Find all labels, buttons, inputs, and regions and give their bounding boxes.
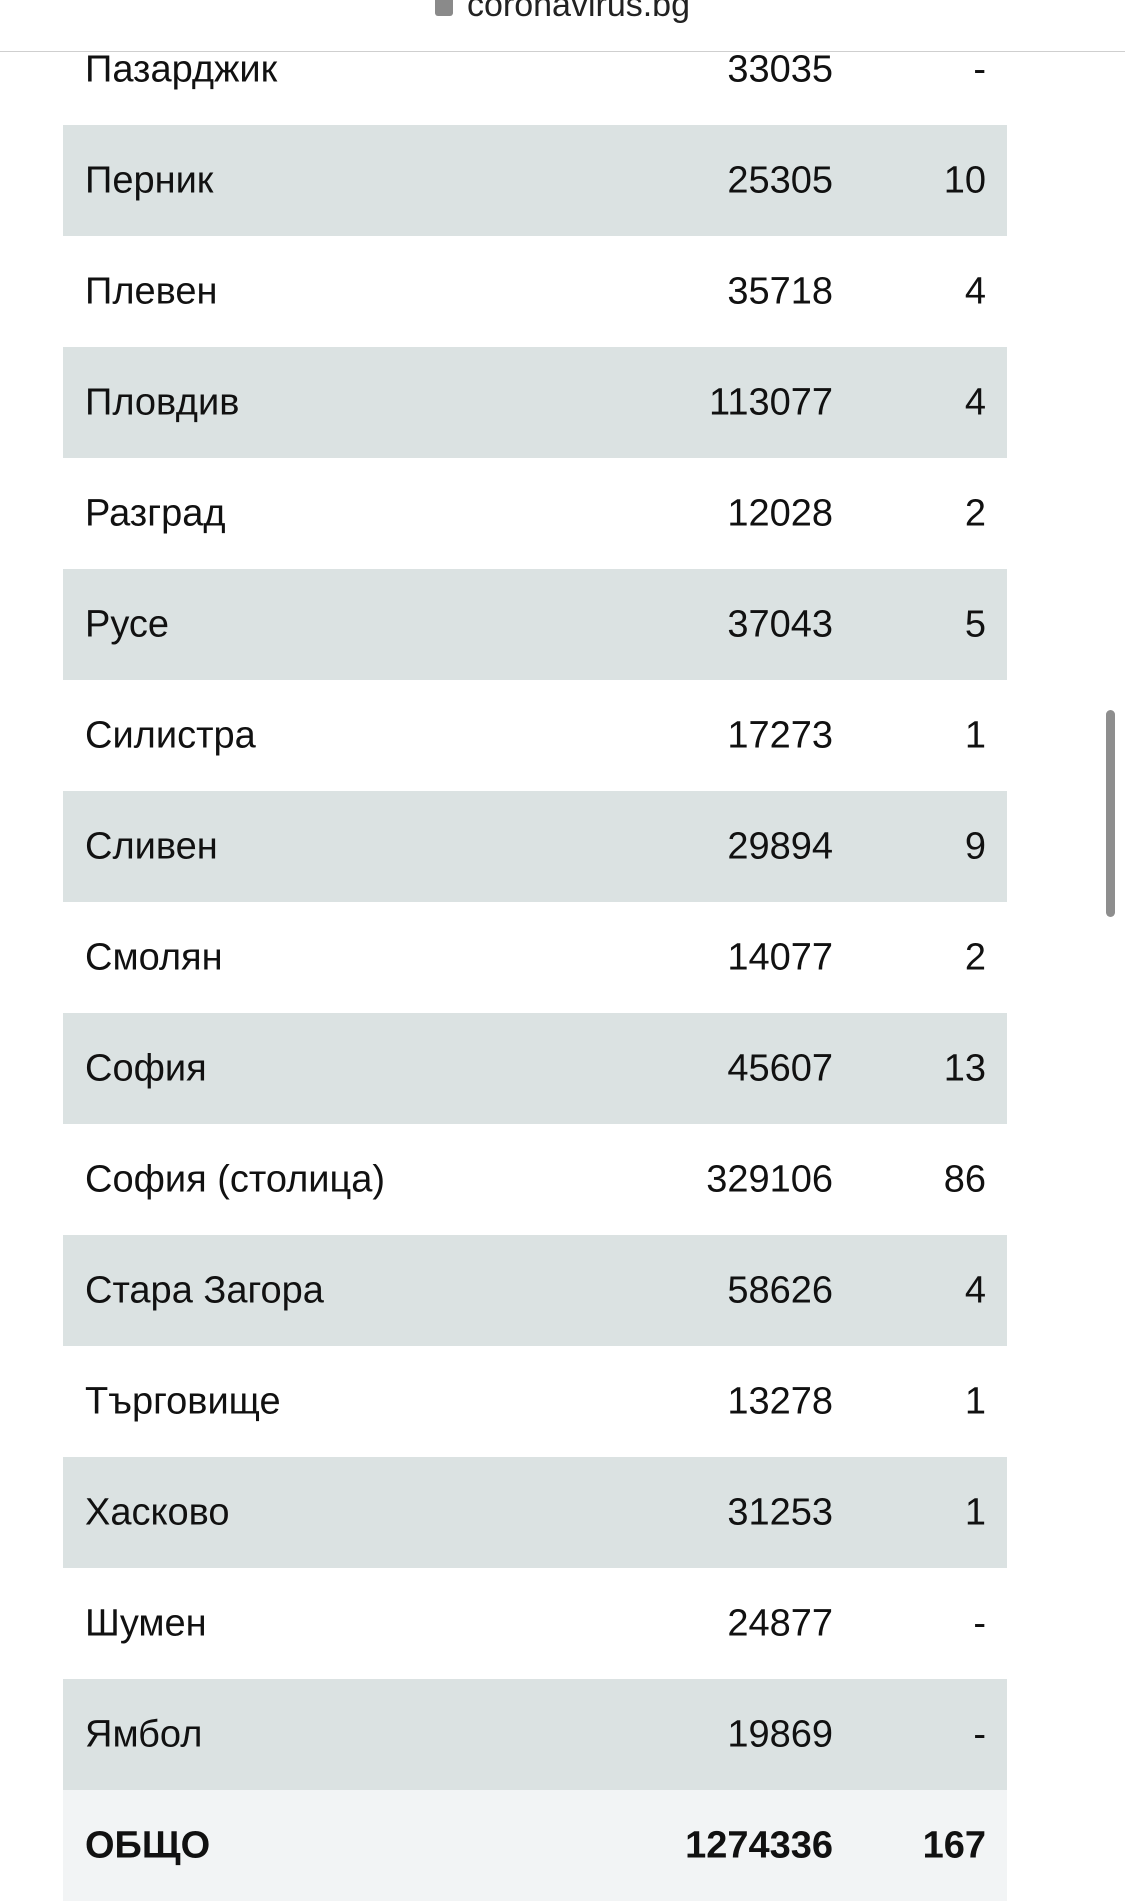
region: Плевен [85, 270, 218, 312]
deaths: 2 [964, 492, 986, 534]
cases: 37043 [727, 603, 833, 645]
region: Русе [85, 603, 170, 645]
deaths: 4 [964, 1269, 986, 1311]
region: Пловдив [85, 381, 240, 423]
deaths: 1 [964, 1491, 986, 1533]
cases: 31253 [727, 1491, 833, 1533]
table-row: Перник 25305 10 [63, 125, 1007, 236]
region: София (столица) [85, 1158, 386, 1200]
cases: 14077 [727, 936, 833, 978]
table-row: Разград 12028 2 [63, 458, 1007, 569]
address-bar[interactable]: coronavirus.bg [0, 0, 1125, 52]
lock-icon [434, 0, 453, 16]
region: Хасково [85, 1491, 230, 1533]
cases: 12028 [727, 492, 833, 534]
deaths: - [973, 1713, 986, 1755]
region: Перник [85, 159, 214, 201]
region: Ямбол [85, 1713, 203, 1755]
cases: 329106 [706, 1158, 833, 1200]
table-row: Ямбол 19869 - [63, 1679, 1007, 1790]
table-row: ОБЩО 1274336 167 [63, 1790, 1007, 1901]
table-row: Русе 37043 5 [63, 569, 1007, 680]
url: coronavirus.bg [0, 0, 1125, 25]
deaths: 86 [943, 1158, 986, 1200]
region: Стара Загора [85, 1269, 324, 1311]
table-row: Пловдив 113077 4 [63, 347, 1007, 458]
region: Смолян [85, 936, 223, 978]
cases: 13278 [727, 1380, 833, 1422]
deaths: 10 [943, 159, 986, 201]
deaths: 13 [943, 1047, 986, 1089]
cases: 35718 [727, 270, 833, 312]
deaths: 1 [964, 714, 986, 756]
table-row: Търговище 13278 1 [63, 1346, 1007, 1457]
deaths: 2 [964, 936, 986, 978]
deaths: 5 [964, 603, 986, 645]
deaths: - [973, 1602, 986, 1644]
cases: 33035 [727, 48, 833, 90]
table-row: Смолян 14077 2 [63, 902, 1007, 1013]
region: Пазарджик [85, 48, 278, 90]
deaths: 4 [964, 381, 986, 423]
cases: 17273 [727, 714, 833, 756]
table-row: София (столица) 329106 86 [63, 1124, 1007, 1235]
region: Разград [85, 492, 226, 534]
deaths: 1 [964, 1380, 986, 1422]
table-row: Шумен 24877 - [63, 1568, 1007, 1679]
cases: 25305 [727, 159, 833, 201]
table-row: Силистра 17273 1 [63, 680, 1007, 791]
table-row: Пазарджик 33035 - [63, 14, 1007, 125]
region: ОБЩО [85, 1824, 211, 1866]
cases: 45607 [727, 1047, 833, 1089]
region: Сливен [85, 825, 218, 867]
deaths: 4 [964, 270, 986, 312]
cases: 1274336 [685, 1824, 833, 1866]
cases: 113077 [709, 381, 833, 423]
table-row: Хасково 31253 1 [63, 1457, 1007, 1568]
deaths: 167 [922, 1824, 986, 1866]
region: Силистра [85, 714, 256, 756]
deaths: - [973, 48, 986, 90]
table-row: Стара Загора 58626 4 [63, 1235, 1007, 1346]
deaths: 9 [964, 825, 986, 867]
region: София [85, 1047, 207, 1089]
region: Търговище [85, 1380, 281, 1422]
cases: 19869 [727, 1713, 833, 1755]
table: Пазарджик 33035 - Перник 25305 10 Плевен 35718 4… [63, 14, 1007, 1901]
region: Шумен [85, 1602, 207, 1644]
table-row: София 45607 13 [63, 1013, 1007, 1124]
cases: 29894 [727, 825, 833, 867]
table-row: Плевен 35718 4 [63, 236, 1007, 347]
scrollbar[interactable] [1106, 710, 1115, 917]
table-row: Сливен 29894 9 [63, 791, 1007, 902]
cases: 24877 [727, 1602, 833, 1644]
cases: 58626 [727, 1269, 833, 1311]
url-text: coronavirus.bg [466, 0, 690, 24]
